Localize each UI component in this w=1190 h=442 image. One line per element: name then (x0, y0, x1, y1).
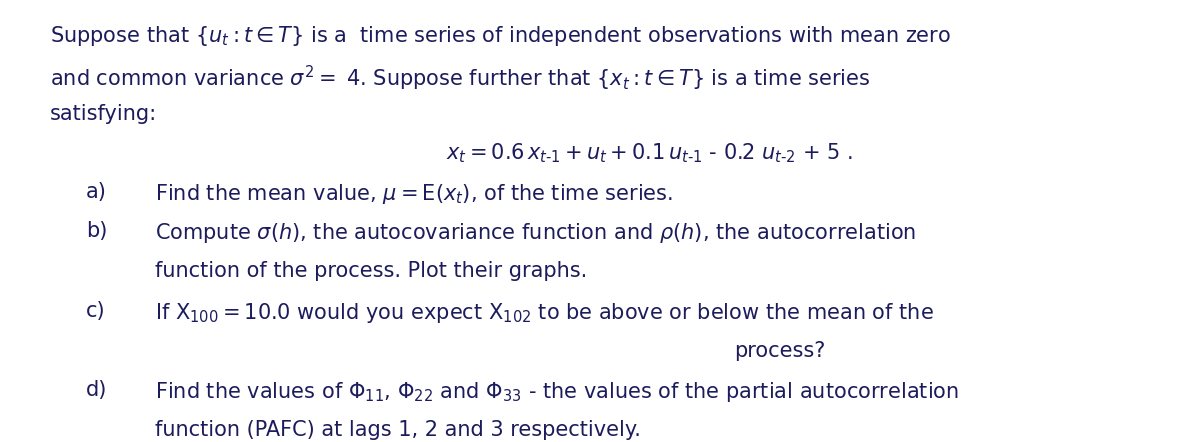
Text: process?: process? (734, 341, 826, 361)
Text: c): c) (86, 301, 105, 321)
Text: Find the values of $\Phi_{11}$, $\Phi_{22}$ and $\Phi_{33}$ - the values of the : Find the values of $\Phi_{11}$, $\Phi_{2… (155, 381, 959, 404)
Text: $x_t = 0.6\,x_{t\text{-}1} + u_t + 0.1\,u_{t\text{-}1}$ - 0.2 $u_{t\text{-}2}$ +: $x_t = 0.6\,x_{t\text{-}1} + u_t + 0.1\,… (446, 142, 853, 165)
Text: a): a) (86, 182, 107, 202)
Text: and common variance $\sigma^2$$=$ 4. Suppose further that $\{x_t : t \in T\}$ is: and common variance $\sigma^2$$=$ 4. Sup… (50, 64, 870, 93)
Text: Find the mean value, $\mu = \mathrm{E}(x_t)$, of the time series.: Find the mean value, $\mu = \mathrm{E}(x… (155, 182, 672, 206)
Text: Suppose that $\{u_t : t \in T\}$ is a  time series of independent observations w: Suppose that $\{u_t : t \in T\}$ is a ti… (50, 24, 951, 48)
Text: If $\mathrm{X}_{100} = 10.0$ would you expect $\mathrm{X}_{102}$ to be above or : If $\mathrm{X}_{100} = 10.0$ would you e… (155, 301, 933, 325)
Text: function (PAFC) at lags 1, 2 and 3 respectively.: function (PAFC) at lags 1, 2 and 3 respe… (155, 420, 640, 440)
Text: function of the process. Plot their graphs.: function of the process. Plot their grap… (155, 261, 587, 281)
Text: d): d) (86, 381, 107, 400)
Text: Compute $\sigma(h)$, the autocovariance function and $\rho(h)$, the autocorrelat: Compute $\sigma(h)$, the autocovariance … (155, 221, 916, 245)
Text: b): b) (86, 221, 107, 241)
Text: satisfying:: satisfying: (50, 103, 157, 123)
